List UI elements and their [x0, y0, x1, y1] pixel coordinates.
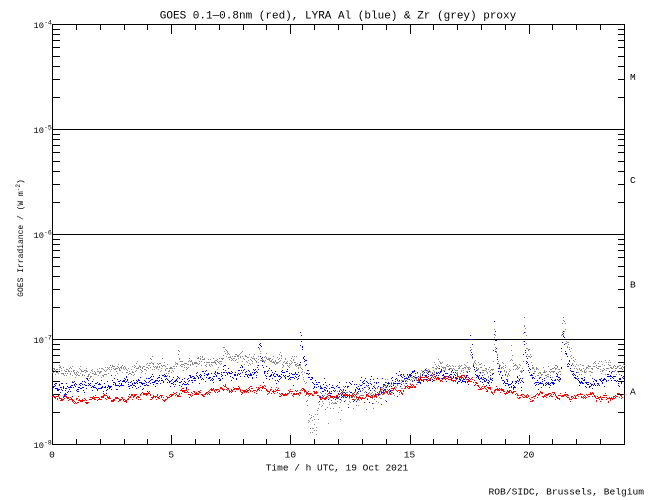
svg-text:ROB/SIDC, Brussels, Belgium: ROB/SIDC, Brussels, Belgium — [489, 487, 645, 498]
svg-text:-7: -7 — [44, 335, 52, 342]
svg-text:Time / h UTC, 19 Oct 2021: Time / h UTC, 19 Oct 2021 — [266, 463, 409, 474]
svg-text:-4: -4 — [44, 20, 52, 27]
svg-text:GOES Irradiance / (W m-2): GOES Irradiance / (W m-2) — [15, 179, 26, 297]
svg-text:-5: -5 — [44, 125, 52, 132]
svg-text:5: 5 — [168, 450, 174, 461]
svg-text:10: 10 — [285, 450, 297, 461]
svg-text:-8: -8 — [44, 440, 52, 447]
svg-text:10: 10 — [34, 21, 44, 31]
svg-text:10: 10 — [34, 231, 44, 241]
svg-text:C: C — [630, 175, 636, 186]
svg-text:M: M — [630, 72, 636, 83]
svg-text:10: 10 — [34, 441, 44, 451]
svg-text:-6: -6 — [44, 230, 52, 237]
svg-text:10: 10 — [34, 126, 44, 136]
svg-text:GOES 0.1—0.8nm (red), LYRA Al: GOES 0.1—0.8nm (red), LYRA Al (blue) & Z… — [160, 11, 517, 23]
svg-text:20: 20 — [523, 450, 535, 461]
svg-text:10: 10 — [34, 336, 44, 346]
svg-text:0: 0 — [49, 450, 55, 461]
svg-text:A: A — [630, 387, 636, 398]
svg-text:B: B — [630, 280, 636, 291]
svg-text:15: 15 — [404, 450, 416, 461]
